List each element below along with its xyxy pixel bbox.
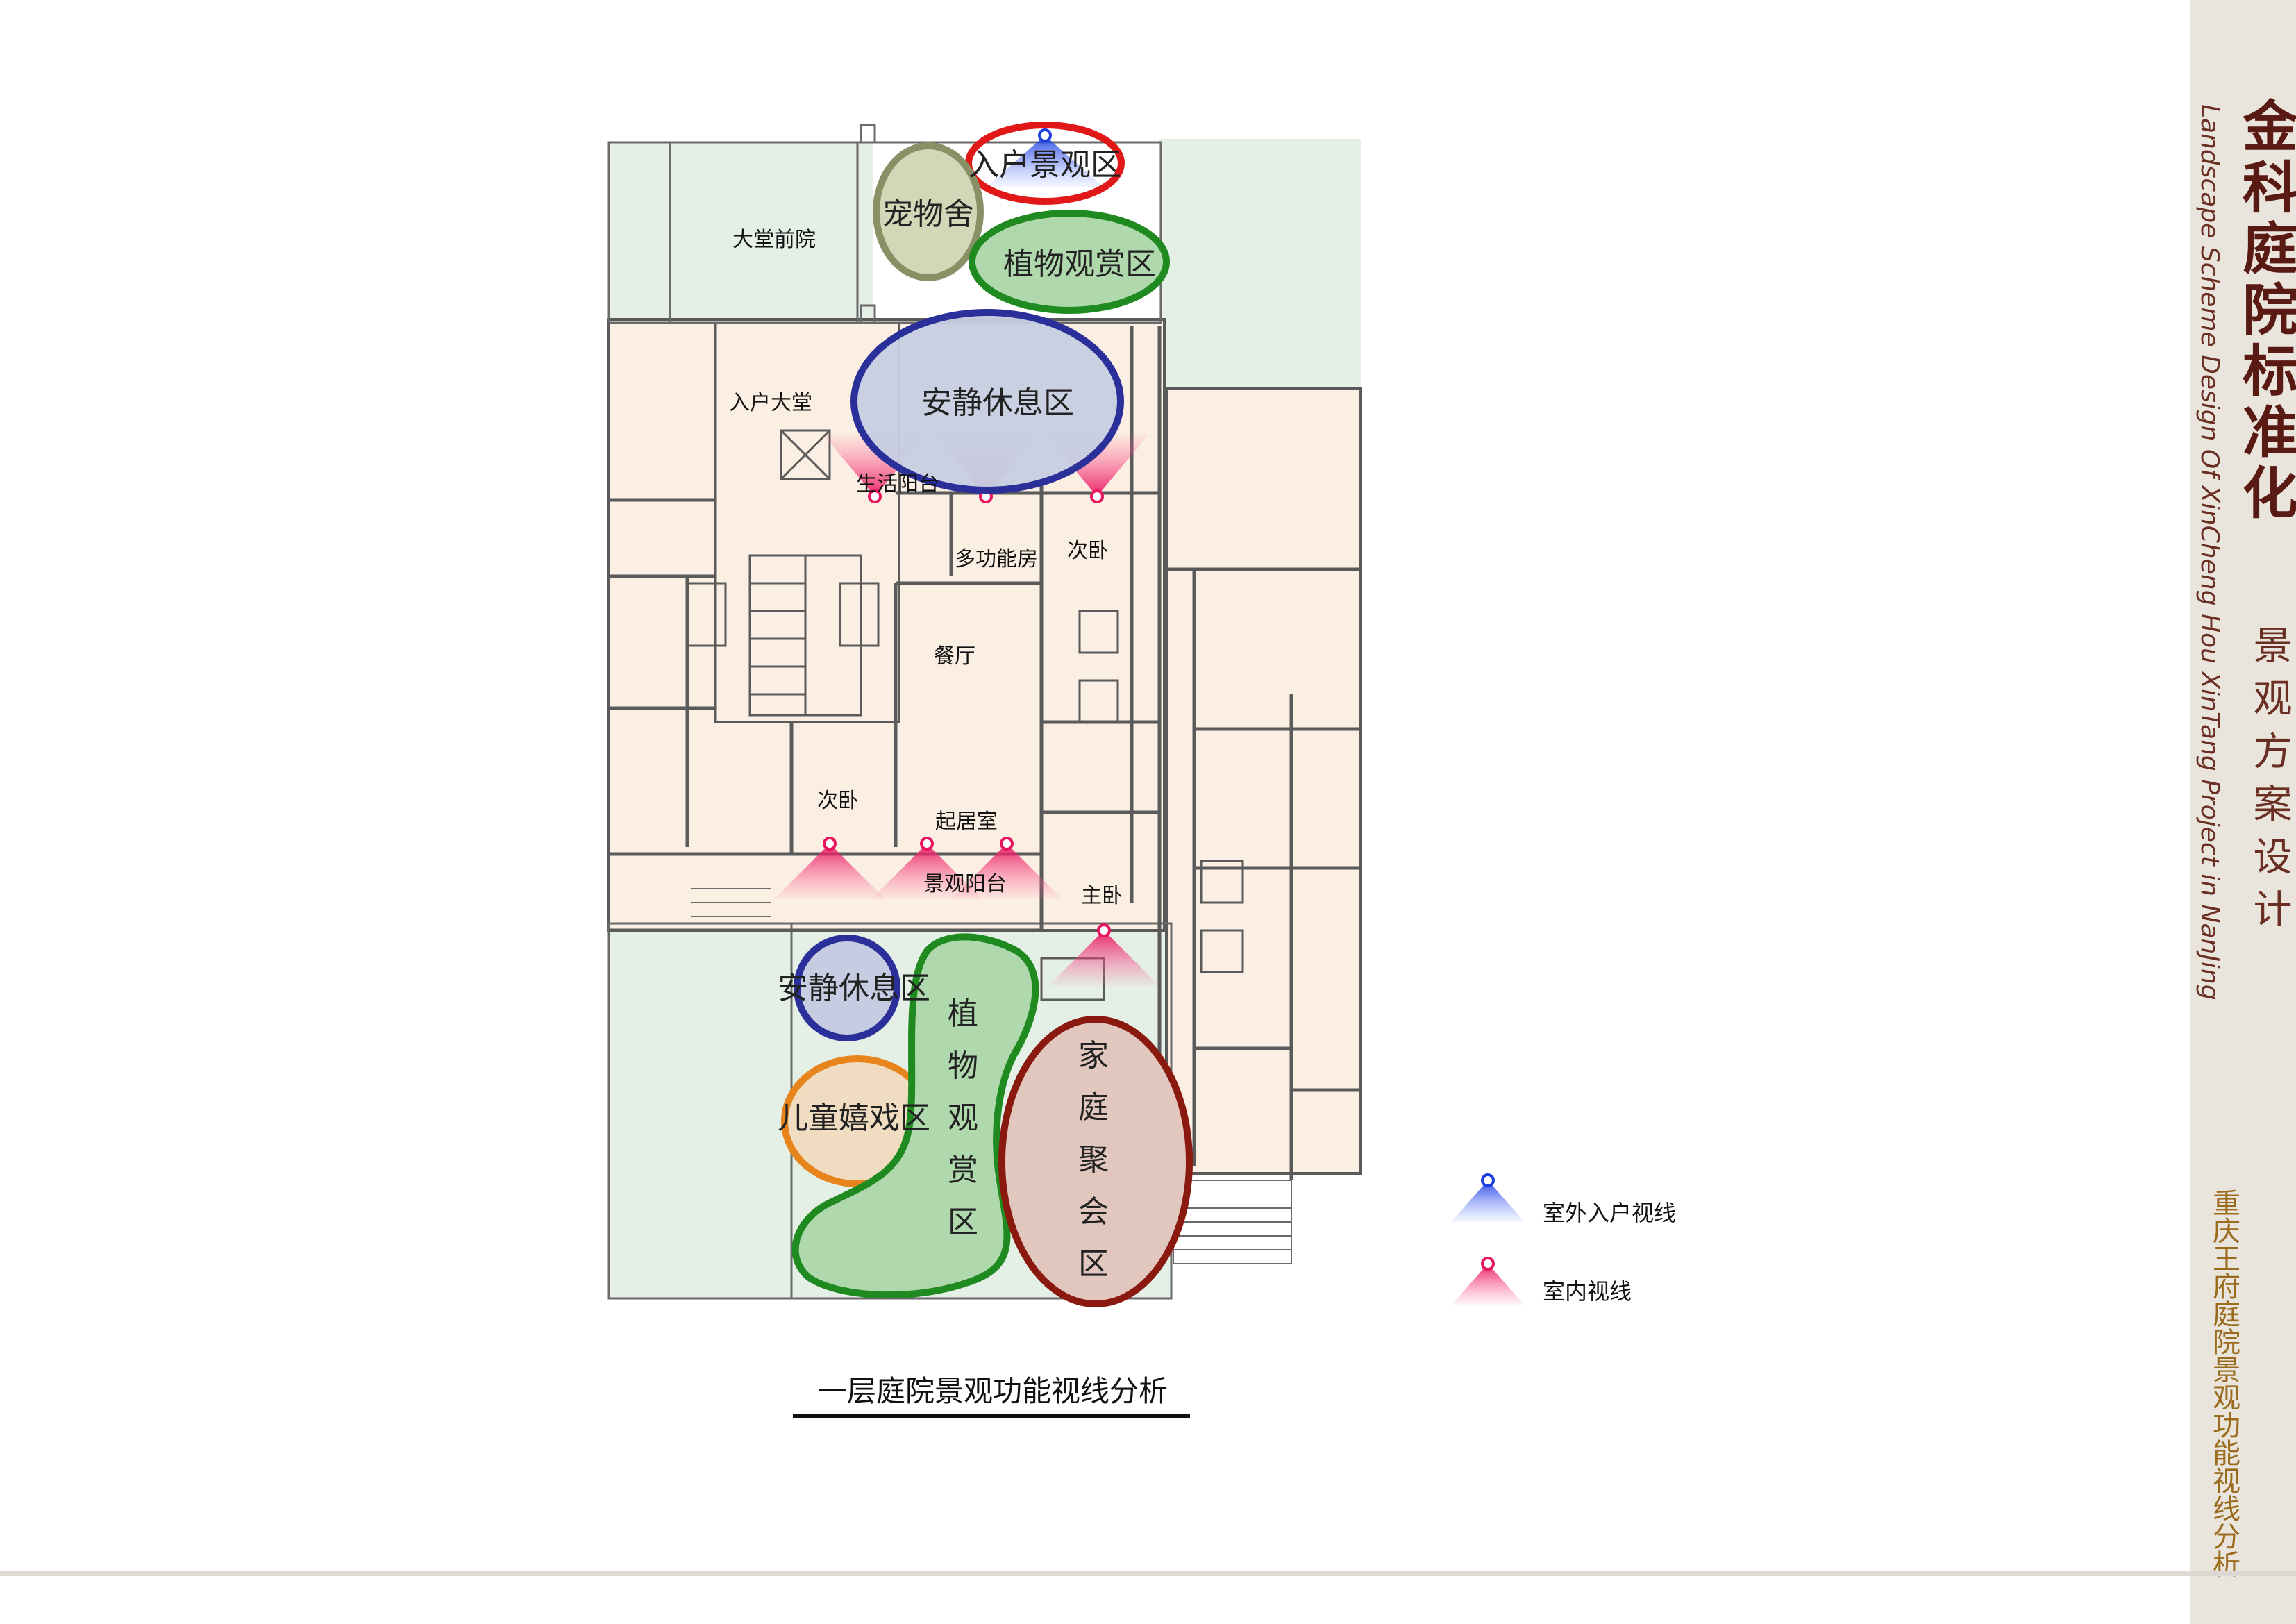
bottom-rule [0, 1571, 2296, 1576]
rear-steps [691, 888, 1292, 1264]
room-lobby: 入户大堂 [729, 391, 812, 415]
room-view-balcony: 景观阳台 [923, 872, 1007, 896]
room-bedroom-b: 次卧 [817, 789, 859, 813]
room-balcony: 生活阳台 [856, 472, 939, 496]
caption-underline [793, 1414, 1190, 1418]
zone-plant-v-2: 物 [948, 1048, 978, 1084]
zone-plant-top-label: 植物观赏区 [1003, 246, 1156, 282]
room-master: 主卧 [1081, 884, 1123, 908]
room-front-court: 大堂前院 [732, 228, 816, 252]
legend-outdoor-symbol [1451, 1173, 1525, 1222]
room-dining: 餐厅 [934, 644, 975, 669]
zone-family-v-4: 会 [1078, 1194, 1109, 1230]
bathroom-fixtures [686, 582, 1244, 1001]
front-court-ground [609, 142, 873, 323]
zone-plant-v-1: 植 [948, 996, 978, 1032]
legend-outdoor-label: 室外入户视线 [1543, 1200, 1677, 1226]
room-bedroom-a: 次卧 [1067, 539, 1109, 563]
interior-walls [609, 326, 1361, 1180]
zone-kids-label: 儿童嬉戏区 [778, 1100, 930, 1136]
room-multi: 多功能房 [955, 547, 1038, 571]
zone-family-v-1: 家 [1078, 1038, 1109, 1073]
legend-indoor-symbol [1451, 1257, 1525, 1305]
stair-block [748, 429, 862, 717]
zone-entry-view [965, 122, 1125, 205]
project-subtitle-en: Landscape Scheme Design Of XinCheng Hou … [2195, 104, 2224, 1001]
zone-family-v-5: 区 [1078, 1246, 1109, 1282]
zone-pet [873, 142, 984, 281]
zone-pet-label: 宠物舍 [882, 196, 974, 232]
zone-family-v-2: 庭 [1078, 1090, 1109, 1125]
zone-family-v-3: 聚 [1078, 1142, 1109, 1178]
zone-entry-view-label: 入户景观区 [969, 147, 1121, 183]
zone-quiet-bottom [794, 935, 900, 1041]
zone-plant-v-4: 赏 [948, 1153, 978, 1188]
zone-plant-v-3: 观 [948, 1100, 978, 1136]
zone-plant-vertical [791, 933, 1039, 1299]
project-subtitle-cn: 景观方案设计 [2247, 625, 2292, 941]
legend-indoor-label: 室内视线 [1543, 1278, 1632, 1305]
zone-quiet-top [850, 309, 1124, 494]
zone-family [998, 1016, 1193, 1307]
zone-plant-v-5: 区 [948, 1205, 978, 1240]
building-floor-east [1165, 387, 1362, 1175]
zone-quiet-top-label: 安静休息区 [921, 385, 1074, 421]
room-living: 起居室 [935, 810, 998, 834]
zone-quiet-bottom-label: 安静休息区 [778, 971, 930, 1006]
title-side-strip [2190, 0, 2296, 1624]
east-ground [1159, 139, 1361, 389]
zone-plant-top [969, 210, 1170, 314]
figure-caption: 一层庭院景观功能视线分析 [817, 1374, 1168, 1408]
outdoor-view-cone [986, 128, 1104, 187]
page-title: 重庆王府庭院景观功能视线分析 [2208, 1189, 2240, 1577]
brand-title: 金科庭院标准化 [2234, 97, 2296, 525]
zone-bubbles [781, 122, 1193, 1307]
